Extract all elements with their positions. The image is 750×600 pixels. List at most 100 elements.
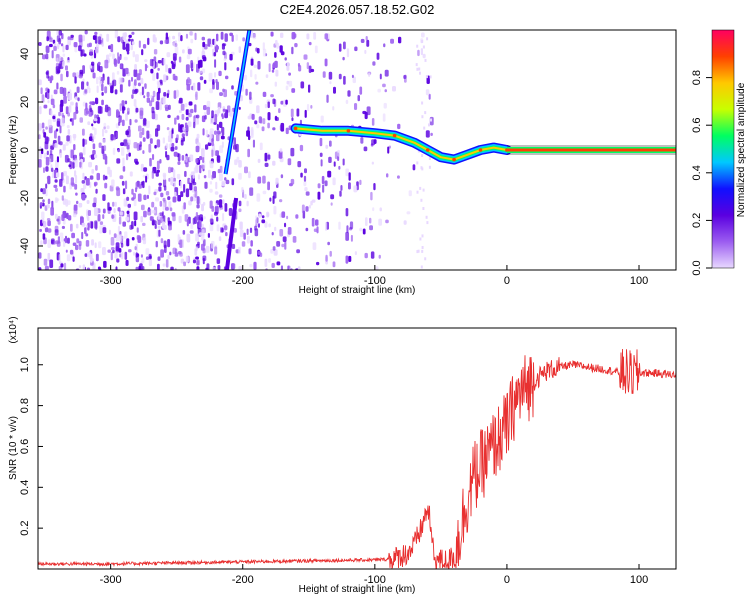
noise-cell [131, 197, 135, 201]
noise-cell [116, 187, 121, 197]
noise-cell [122, 221, 126, 227]
noise-cell [112, 136, 116, 141]
noise-cell [243, 74, 248, 81]
noise-cell [225, 232, 228, 237]
noise-cell [109, 185, 114, 192]
noise-cell [116, 158, 121, 164]
noise-cell [145, 256, 150, 260]
noise-cell [85, 224, 88, 228]
noise-cell [92, 35, 97, 40]
noise-cell [45, 45, 49, 52]
noise-cell [176, 90, 180, 96]
noise-cell [120, 142, 125, 146]
noise-cell [185, 64, 190, 74]
noise-cell [96, 172, 100, 181]
noise-cell [291, 88, 296, 93]
noise-cell [169, 207, 173, 212]
spectrogram-y-tick-label: 40 [19, 48, 31, 60]
noise-cell [94, 207, 98, 216]
spectrogram-x-label: Height of straight line (km) [299, 285, 416, 296]
noise-cell [86, 43, 90, 48]
noise-cell [131, 31, 135, 35]
noise-cell [262, 91, 267, 97]
noise-cell [186, 54, 191, 60]
noise-cell [168, 130, 172, 136]
noise-cell [39, 106, 42, 110]
noise-cell [61, 112, 64, 117]
noise-cell [124, 32, 127, 38]
noise-cell [195, 256, 199, 260]
noise-cell [172, 169, 176, 178]
noise-cell [74, 170, 77, 177]
lower-streak [224, 197, 239, 270]
noise-cell [54, 213, 58, 220]
noise-cell [238, 46, 241, 53]
noise-cell [224, 33, 228, 42]
noise-cell [115, 242, 120, 252]
noise-cell [186, 79, 189, 86]
noise-cell [141, 204, 145, 211]
noise-cell [125, 130, 129, 136]
snr-y-tick-label: 0.4 [19, 480, 31, 495]
noise-cell [171, 132, 174, 139]
noise-cell [46, 176, 50, 180]
noise-cell [88, 87, 91, 94]
noise-cell [58, 63, 62, 69]
noise-cell [110, 237, 115, 246]
noise-cell [375, 266, 379, 270]
noise-cell [408, 190, 412, 197]
noise-cell [295, 214, 299, 219]
noise-cell [428, 93, 431, 100]
noise-cell [328, 156, 332, 163]
noise-cell [104, 129, 108, 134]
noise-cell [141, 49, 144, 56]
noise-cell [325, 254, 328, 262]
noise-cell [114, 89, 118, 95]
noise-cell [378, 218, 382, 226]
noise-cell [370, 191, 373, 201]
noise-cell [102, 247, 106, 256]
noise-cell [61, 225, 65, 229]
noise-cell [65, 141, 69, 146]
noise-cell [256, 124, 260, 129]
noise-cell [271, 232, 274, 236]
noise-cell [89, 107, 93, 113]
noise-cell [180, 139, 184, 146]
noise-cell [212, 267, 216, 270]
noise-cell [211, 205, 215, 212]
noise-cell [194, 190, 198, 198]
colorbar-label: Normalized spectral amplitude [736, 82, 747, 217]
noise-cell [216, 33, 219, 42]
noise-cell [286, 62, 290, 71]
noise-cell [68, 164, 72, 168]
noise-cell [125, 200, 128, 207]
noise-cell [93, 197, 97, 204]
noise-cell [152, 209, 156, 214]
noise-cell [217, 265, 221, 270]
spectrogram-x-tick-label: -200 [232, 275, 254, 287]
noise-cell [372, 61, 376, 66]
noise-cell [147, 208, 152, 216]
noise-cell [141, 127, 145, 136]
noise-cell [214, 39, 217, 47]
noise-cell [82, 264, 86, 270]
noise-cell [353, 185, 358, 193]
noise-cell [202, 156, 205, 163]
noise-cell [58, 111, 61, 117]
noise-cell [111, 214, 114, 219]
noise-cell [56, 269, 59, 270]
noise-cell [120, 242, 124, 248]
noise-cell [167, 217, 170, 223]
noise-cell [97, 105, 102, 114]
noise-cell [47, 220, 51, 227]
noise-cell [178, 215, 182, 223]
noise-cell [247, 148, 250, 158]
noise-cell [63, 185, 66, 193]
noise-cell [258, 213, 262, 218]
noise-cell [249, 227, 253, 233]
noise-cell [165, 191, 170, 196]
noise-cell [158, 229, 161, 237]
noise-cell [168, 201, 172, 209]
noise-cell [168, 177, 171, 182]
noise-cell [78, 265, 82, 269]
